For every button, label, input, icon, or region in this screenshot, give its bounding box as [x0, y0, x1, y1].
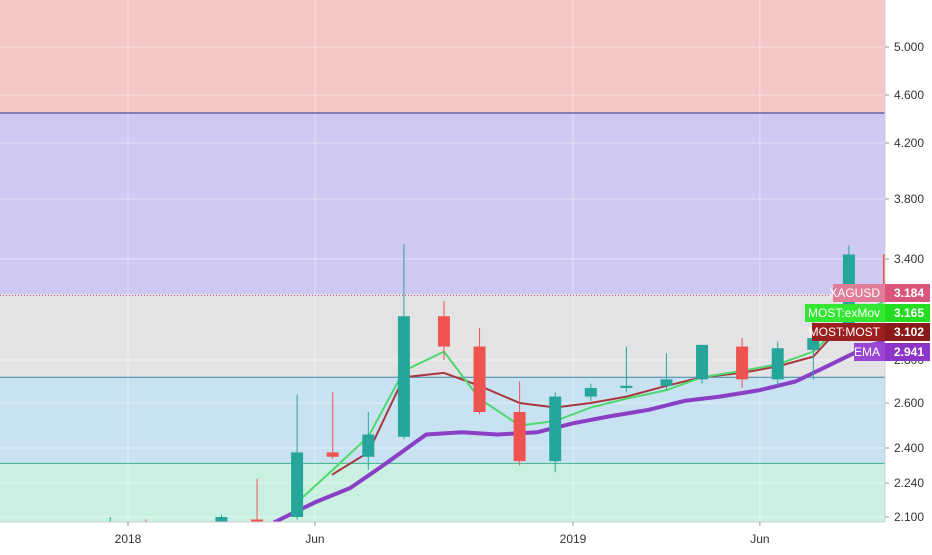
y-tick-label: 4.200	[894, 136, 924, 150]
x-axis[interactable]: Jun2018Jun2019Jun2020Jun2021J	[0, 521, 932, 550]
price-label-value: 3.184	[894, 286, 924, 300]
price-label-value-bg	[885, 323, 930, 341]
price-label-value: 3.165	[894, 306, 924, 320]
y-tick-label: 3.400	[894, 252, 924, 266]
series-line	[331, 308, 890, 476]
zone-band	[0, 463, 885, 522]
price-label: EMA 2.941	[854, 343, 930, 361]
x-axis-background	[0, 522, 932, 550]
candle-body	[807, 338, 820, 350]
series-line	[296, 298, 890, 504]
candle-body	[549, 396, 562, 462]
price-label-name-bg	[833, 284, 885, 302]
candle[interactable]	[397, 244, 410, 439]
price-label: XAGUSD 3.184	[829, 284, 930, 302]
price-label: MOST:exMov 3.165	[805, 304, 930, 322]
x-tick-label: Jun	[750, 532, 769, 546]
price-label-name-bg	[805, 304, 885, 322]
candle-body	[620, 385, 633, 388]
x-tick-label: 2019	[560, 532, 587, 546]
y-tick-label: 2.400	[894, 441, 924, 455]
y-axis[interactable]: 5.0004.6004.2003.8003.4002.8002.6002.400…	[884, 0, 932, 550]
candle[interactable]	[549, 392, 562, 473]
price-label-value-bg	[885, 304, 930, 322]
y-tick-label: 5.000	[894, 40, 924, 54]
candle-body	[660, 379, 673, 386]
candle-body	[584, 387, 597, 397]
y-tick-label: 2.600	[894, 396, 924, 410]
price-label-name-bg	[854, 343, 885, 361]
candle[interactable]	[771, 341, 784, 386]
y-axis-background	[885, 0, 932, 550]
price-labels-layer: XAGUSD 3.184 MOST:exMov 3.165 MOST:MOST 3.102…	[805, 284, 930, 361]
x-tick-label: Jun	[305, 532, 324, 546]
candle[interactable]	[326, 392, 339, 459]
candle[interactable]	[736, 338, 749, 388]
candle[interactable]	[696, 344, 709, 384]
y-tick-label: 2.240	[894, 476, 924, 490]
candle-body	[696, 344, 709, 380]
grid-layer	[0, 46, 885, 518]
candle-body	[437, 316, 450, 347]
y-tick-label: 2.100	[894, 510, 924, 524]
y-tick-label: 3.800	[894, 192, 924, 206]
price-label-name-bg	[812, 323, 885, 341]
price-label-name: MOST:exMov	[808, 306, 880, 320]
price-label-value-bg	[885, 284, 930, 302]
series-layer	[272, 298, 909, 524]
candle-body	[513, 412, 526, 462]
price-label-name: XAGUSD	[829, 286, 880, 300]
zone-band	[0, 377, 885, 464]
price-label: MOST:MOST 3.102	[809, 323, 930, 341]
candle[interactable]	[620, 346, 633, 393]
y-tick-label: 4.600	[894, 88, 924, 102]
candle-body	[771, 348, 784, 380]
candle-body	[291, 452, 304, 517]
candle[interactable]	[584, 383, 597, 401]
candle-body	[326, 452, 339, 457]
price-label-value: 2.941	[894, 345, 924, 359]
price-label-value-bg	[885, 343, 930, 361]
candle[interactable]	[513, 381, 526, 466]
candle[interactable]	[362, 412, 375, 470]
candle[interactable]	[437, 301, 450, 360]
candle[interactable]	[291, 394, 304, 520]
price-label-value: 3.102	[894, 325, 924, 339]
candle[interactable]	[660, 353, 673, 391]
candle-body	[473, 346, 486, 412]
price-label-name: MOST:MOST	[809, 325, 881, 339]
candle-body	[362, 434, 375, 457]
candle-body	[736, 346, 749, 380]
candle[interactable]	[473, 328, 486, 415]
candle-body	[397, 316, 410, 437]
zone-band	[0, 113, 885, 295]
zones-layer	[0, 0, 885, 522]
x-tick-label: 2018	[115, 532, 142, 546]
series-line	[272, 334, 909, 524]
price-label-name: EMA	[854, 345, 880, 359]
zone-band	[0, 0, 885, 113]
